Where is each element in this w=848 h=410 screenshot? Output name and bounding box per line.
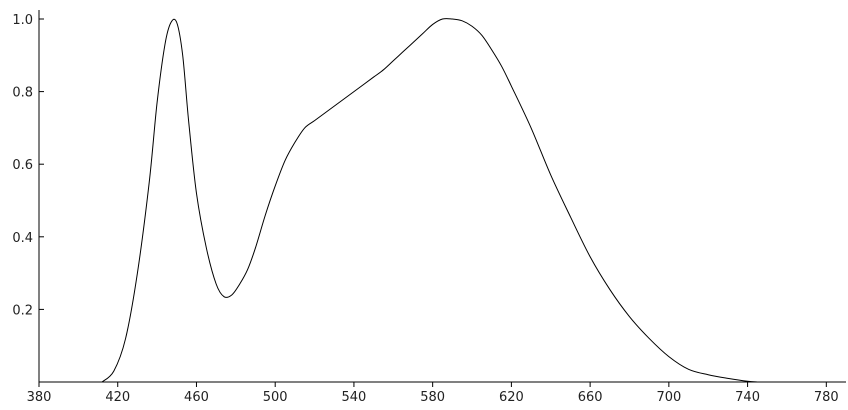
x-tick-label: 660 xyxy=(578,390,603,405)
x-tick-label: 460 xyxy=(184,390,209,405)
plot-area xyxy=(101,18,758,383)
spectrum-series-line xyxy=(101,18,758,383)
y-tick-label: 0.4 xyxy=(12,231,33,246)
x-tick-label: 420 xyxy=(105,390,130,405)
x-axis-ticks: 380 420 460 500 540 580 620 660 700 740 780 xyxy=(27,382,839,405)
x-tick-label: 740 xyxy=(735,390,760,405)
x-tick-label: 580 xyxy=(420,390,445,405)
x-tick-label: 500 xyxy=(263,390,288,405)
y-tick-label: 0.8 xyxy=(12,86,33,101)
x-tick-label: 700 xyxy=(656,390,681,405)
y-axis-ticks: 0.2 0.4 0.6 0.8 1.0 xyxy=(12,13,44,318)
x-tick-label: 780 xyxy=(814,390,839,405)
y-tick-label: 0.6 xyxy=(12,158,33,173)
y-tick-label: 1.0 xyxy=(12,13,33,28)
x-tick-label: 620 xyxy=(499,390,524,405)
x-tick-label: 380 xyxy=(27,390,52,405)
x-tick-label: 540 xyxy=(342,390,367,405)
y-tick-label: 0.2 xyxy=(12,303,33,318)
